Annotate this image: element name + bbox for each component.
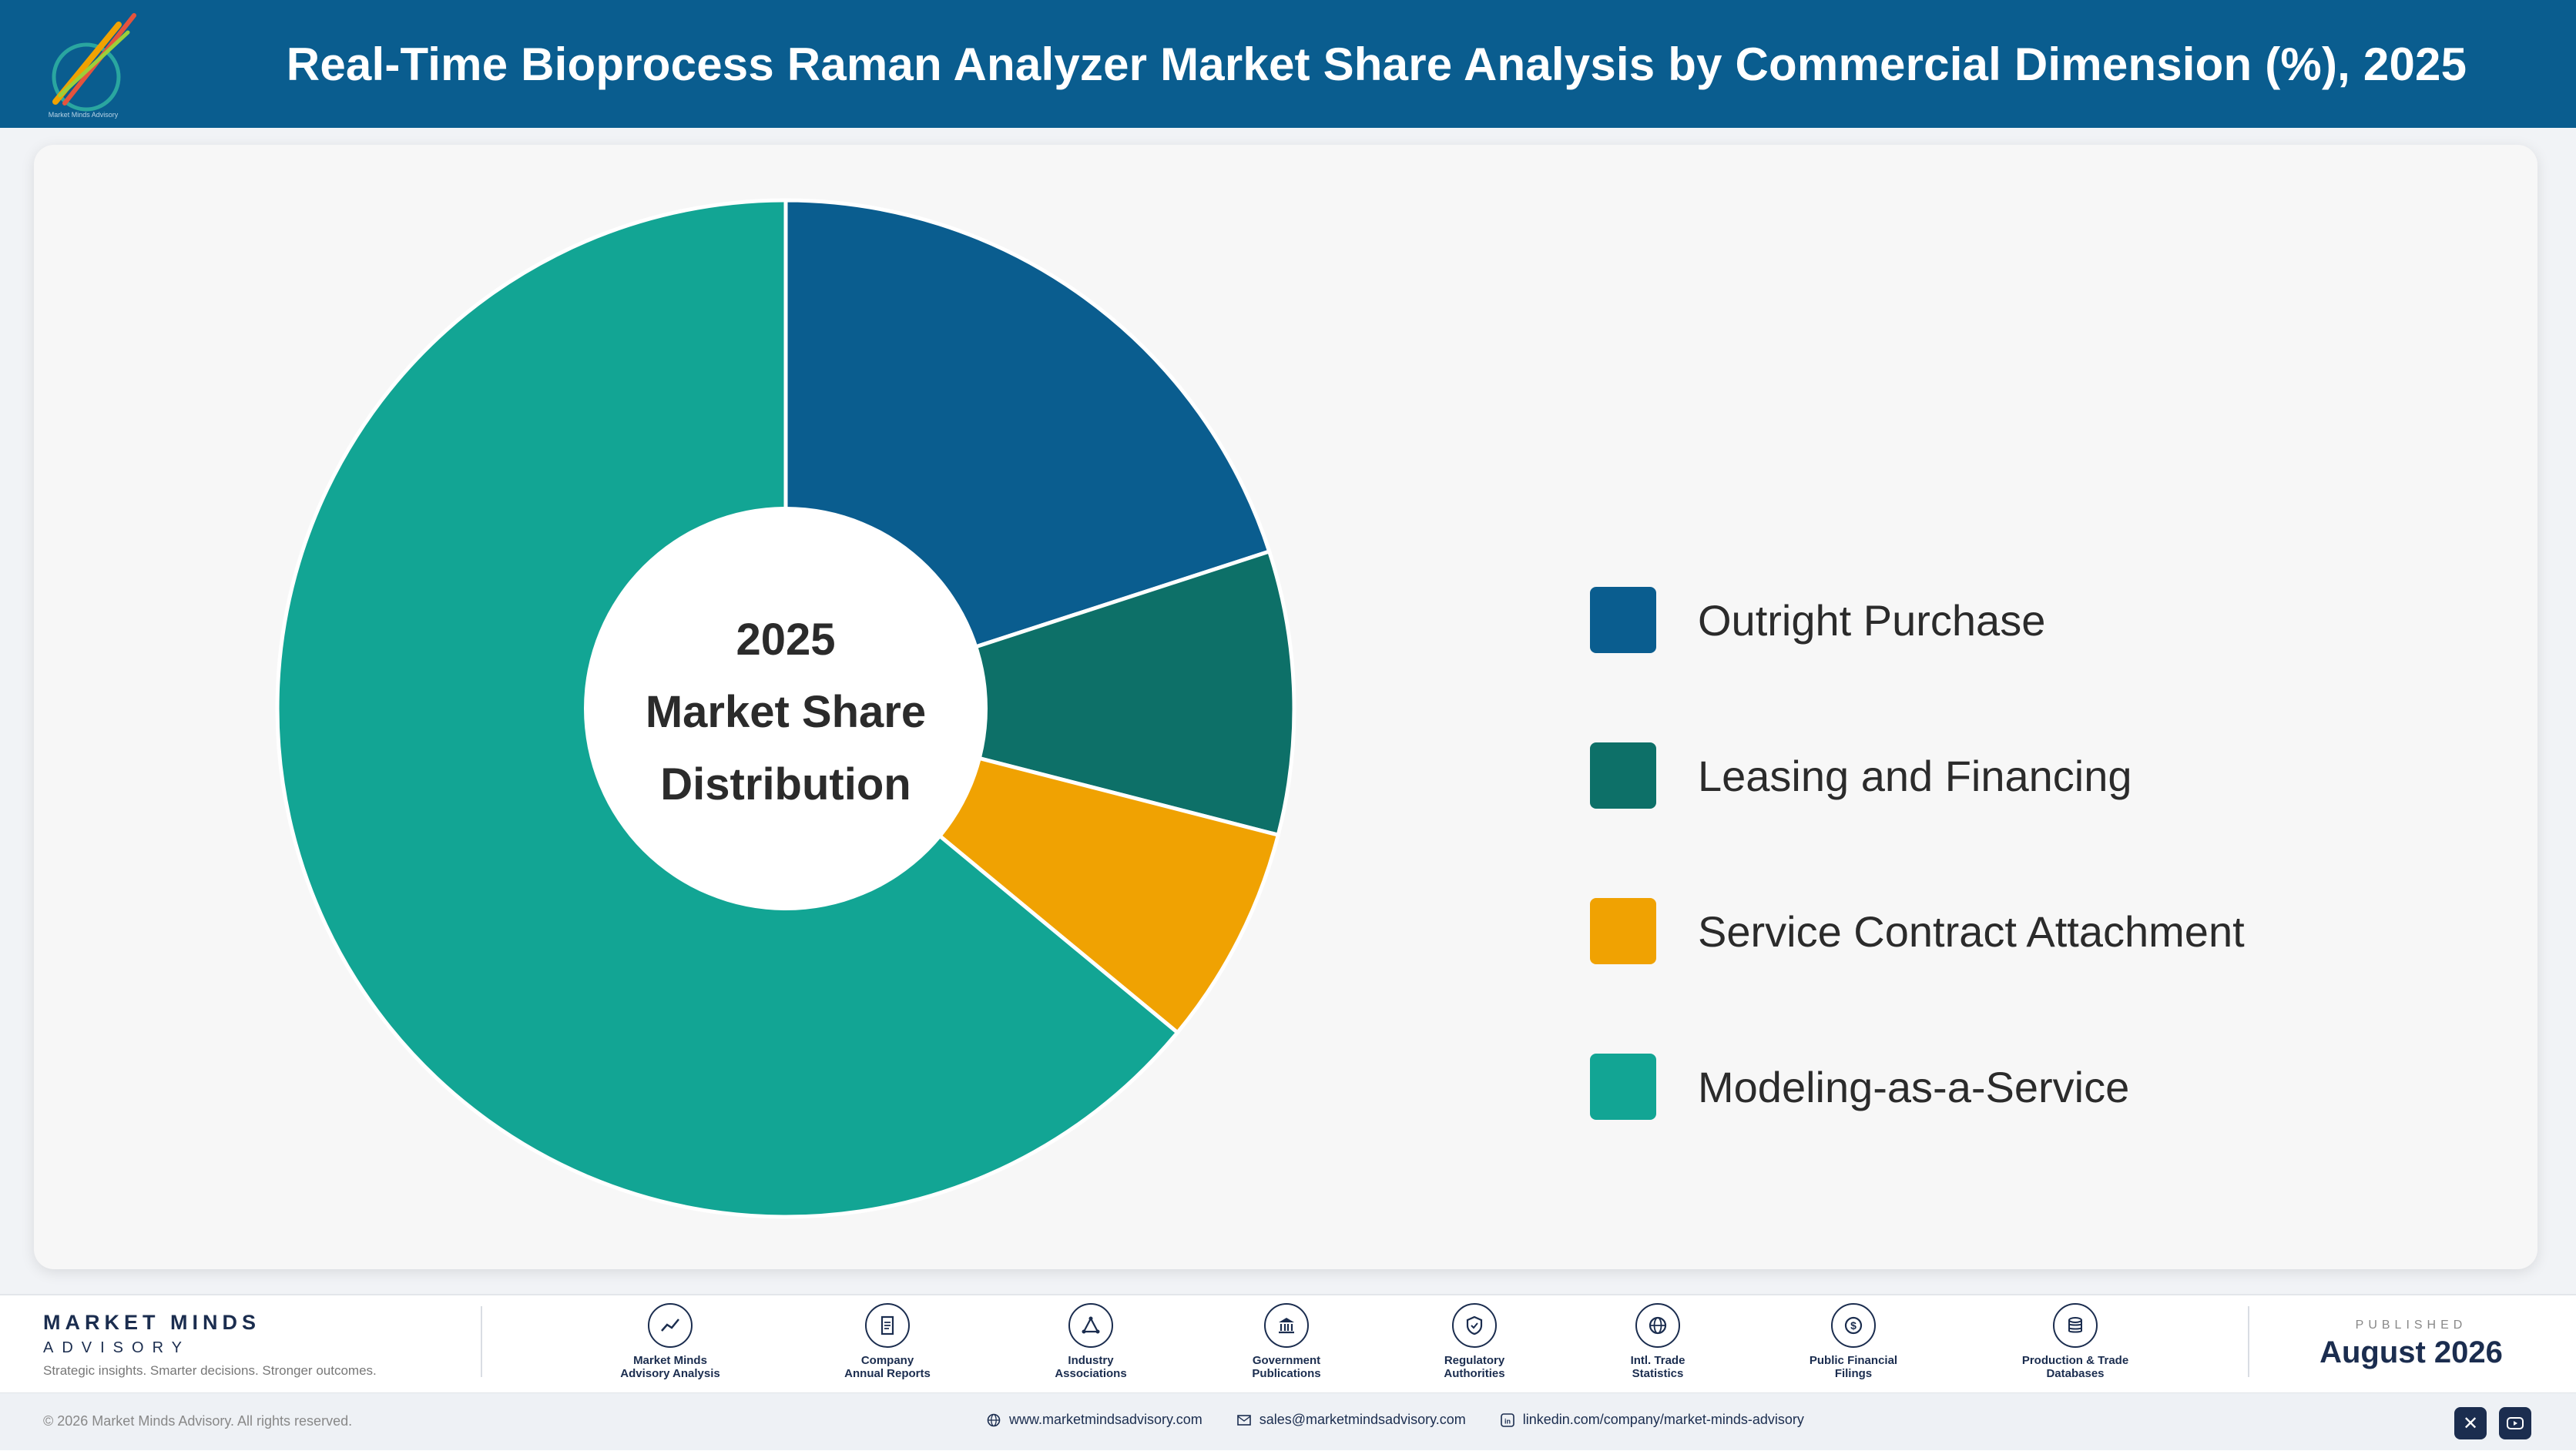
published-block: PUBLISHED August 2026	[2280, 1319, 2542, 1370]
linkedin-text: linkedin.com/company/market-minds-adviso…	[1522, 1412, 1804, 1427]
pie-slice-leasing-and-financing	[779, 548, 1296, 838]
website-link[interactable]: www.marketmindsadvisory.com	[986, 1412, 1202, 1428]
database-icon	[2053, 1303, 2098, 1348]
svg-text:Market Minds Advisory: Market Minds Advisory	[49, 111, 119, 119]
legend-item: Service Contract Attachment	[1590, 898, 2245, 964]
center-label-year: 2025	[736, 615, 835, 665]
globe-icon	[987, 1413, 1001, 1426]
source-item: Market Minds Advisory Analysis	[593, 1303, 747, 1380]
legend-label: Leasing and Financing	[1698, 751, 2132, 800]
shield-icon	[1452, 1303, 1497, 1348]
page-title: Real-Time Bioprocess Raman Analyzer Mark…	[286, 38, 2467, 90]
network-icon	[1068, 1303, 1113, 1348]
sources-list: Market Minds Advisory Analysis Company A…	[478, 1303, 2203, 1388]
legend-item: Leasing and Financing	[1590, 742, 2245, 809]
linkedin-link[interactable]: in linkedin.com/company/market-minds-adv…	[1500, 1412, 1804, 1428]
dollar-icon: $	[1831, 1303, 1876, 1348]
copyright-text: © 2026 Market Minds Advisory. All rights…	[43, 1413, 353, 1429]
svg-text:$: $	[1850, 1319, 1857, 1332]
brand-tagline: Strategic insights. Smarter decisions. S…	[43, 1363, 377, 1378]
donut-hole	[584, 507, 988, 910]
legend-swatch	[1590, 898, 1656, 964]
document-icon	[865, 1303, 910, 1348]
chart-line-icon	[648, 1303, 693, 1348]
legend-item: Modeling-as-a-Service	[1590, 1054, 2245, 1120]
source-label: Market Minds Advisory Analysis	[620, 1354, 720, 1380]
source-label: Company Annual Reports	[844, 1354, 931, 1380]
youtube-social-button[interactable]	[2499, 1407, 2531, 1439]
x-social-button[interactable]: ✕	[2454, 1407, 2487, 1439]
email-link[interactable]: sales@marketmindsadvisory.com	[1236, 1412, 1466, 1428]
market-minds-logo: Market Minds Advisory	[49, 13, 136, 119]
source-label: Industry Associations	[1055, 1354, 1127, 1380]
legend-label: Modeling-as-a-Service	[1698, 1062, 2130, 1111]
source-item: Industry Associations	[1014, 1303, 1168, 1380]
email-text: sales@marketmindsadvisory.com	[1259, 1412, 1466, 1427]
legend-item: Outright Purchase	[1590, 587, 2245, 653]
legend-label: Service Contract Attachment	[1698, 906, 2245, 956]
center-label-line2: Market Share	[646, 687, 926, 737]
donut-chart: 2025 Market Share Distribution	[275, 198, 1296, 1219]
contact-links: www.marketmindsadvisory.com sales@market…	[986, 1412, 1804, 1428]
svg-text:in: in	[1504, 1417, 1511, 1425]
source-label: Regulatory Authorities	[1444, 1354, 1505, 1380]
source-label: Intl. Trade Statistics	[1630, 1354, 1685, 1380]
legend-label: Outright Purchase	[1698, 595, 2046, 645]
published-label: PUBLISHED	[2355, 1319, 2467, 1332]
source-label: Production & Trade Databases	[2021, 1354, 2129, 1380]
published-date: August 2026	[2319, 1335, 2503, 1369]
brand-sub: ADVISORY	[43, 1339, 190, 1356]
center-label-line3: Distribution	[660, 759, 911, 809]
header-bar: Market Minds Advisory Real-Time Bioproce…	[0, 0, 2576, 128]
brand-name: MARKET MINDS	[43, 1311, 260, 1334]
source-item: Regulatory Authorities	[1397, 1303, 1551, 1380]
legend-swatch	[1590, 742, 1656, 809]
mail-icon	[1236, 1414, 1251, 1426]
source-item: Intl. Trade Statistics	[1581, 1303, 1735, 1380]
footer-brand: MARKET MINDS ADVISORY Strategic insights…	[43, 1311, 377, 1379]
source-label: Government Publications	[1252, 1354, 1321, 1380]
divider	[2248, 1306, 2249, 1377]
divider	[481, 1306, 482, 1377]
chart-legend: Outright Purchase Leasing and Financing …	[1590, 587, 2245, 1209]
source-item: Production & Trade Databases	[1998, 1303, 2152, 1380]
source-label: Public Financial Filings	[1809, 1354, 1898, 1380]
play-icon	[2507, 1417, 2524, 1429]
source-item: Government Publications	[1209, 1303, 1363, 1380]
source-item: $ Public Financial Filings	[1776, 1303, 1930, 1380]
legend-swatch	[1590, 587, 1656, 653]
linkedin-icon: in	[1500, 1412, 1514, 1427]
building-icon	[1264, 1303, 1309, 1348]
bottom-bar: © 2026 Market Minds Advisory. All rights…	[0, 1392, 2576, 1450]
chart-card: 2025 Market Share Distribution Outright …	[34, 145, 2537, 1269]
source-item: Company Annual Reports	[810, 1303, 964, 1380]
legend-swatch	[1590, 1054, 1656, 1120]
website-text: www.marketmindsadvisory.com	[1009, 1412, 1202, 1427]
globe-icon	[1635, 1303, 1680, 1348]
